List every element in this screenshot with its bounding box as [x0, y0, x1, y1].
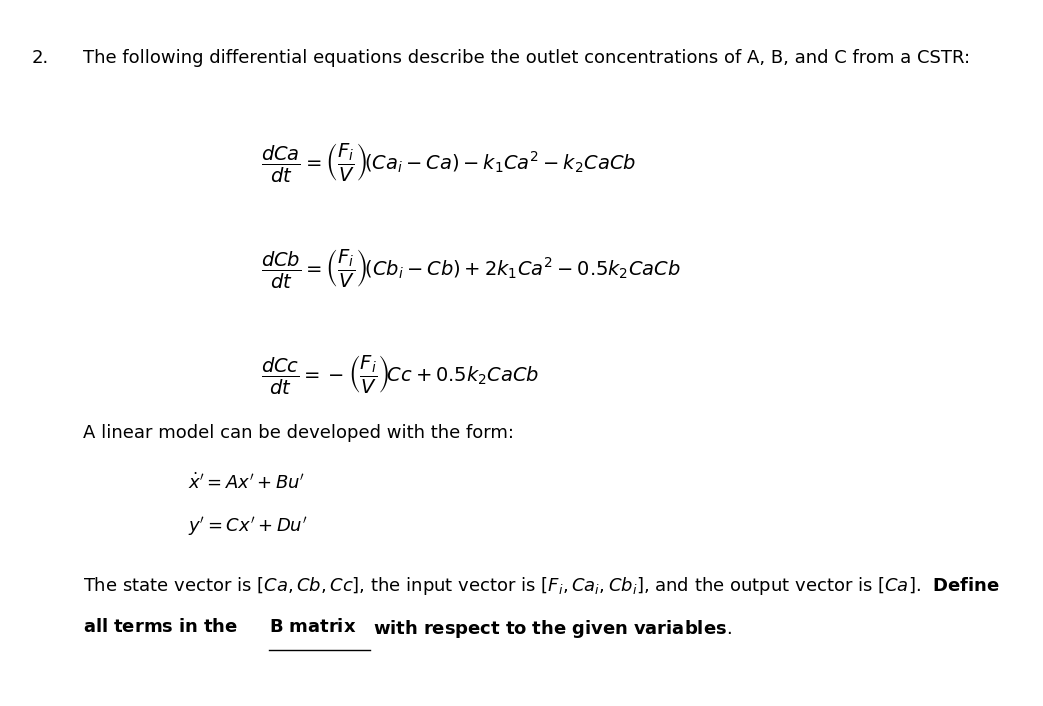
Text: $\dfrac{dCc}{dt} = -\left(\dfrac{F_i}{V}\right)\!Cc + 0.5k_2CaCb$: $\dfrac{dCc}{dt} = -\left(\dfrac{F_i}{V}…: [261, 353, 539, 396]
Text: The following differential equations describe the outlet concentrations of A, B,: The following differential equations des…: [83, 49, 971, 67]
Text: $y'= Cx' + Du'$: $y'= Cx' + Du'$: [188, 515, 308, 539]
Text: $\dfrac{dCa}{dt} = \left(\dfrac{F_i}{V}\right)\!\left(Ca_i - Ca\right) - k_1Ca^2: $\dfrac{dCa}{dt} = \left(\dfrac{F_i}{V}\…: [261, 141, 636, 184]
Text: $\dfrac{dCb}{dt} = \left(\dfrac{F_i}{V}\right)\!\left(Cb_i - Cb\right) + 2k_1Ca^: $\dfrac{dCb}{dt} = \left(\dfrac{F_i}{V}\…: [261, 247, 681, 290]
Text: A linear model can be developed with the form:: A linear model can be developed with the…: [83, 424, 514, 441]
Text: $\mathbf{all\ terms\ in\ the}$: $\mathbf{all\ terms\ in\ the}$: [83, 618, 239, 635]
Text: 2.: 2.: [31, 49, 49, 67]
Text: The state vector is [$\mathit{Ca, Cb, Cc}$], the input vector is [$\mathit{F_i, : The state vector is [$\mathit{Ca, Cb, Cc…: [83, 575, 1000, 597]
Text: $\dot{x}'= Ax' + Bu'$: $\dot{x}'= Ax' + Bu'$: [188, 473, 305, 493]
Text: $\mathbf{B\ matrix}$: $\mathbf{B\ matrix}$: [269, 618, 357, 635]
Text: $\mathbf{with\ respect\ to\ the\ given\ variables}$.: $\mathbf{with\ respect\ to\ the\ given\ …: [373, 618, 732, 640]
